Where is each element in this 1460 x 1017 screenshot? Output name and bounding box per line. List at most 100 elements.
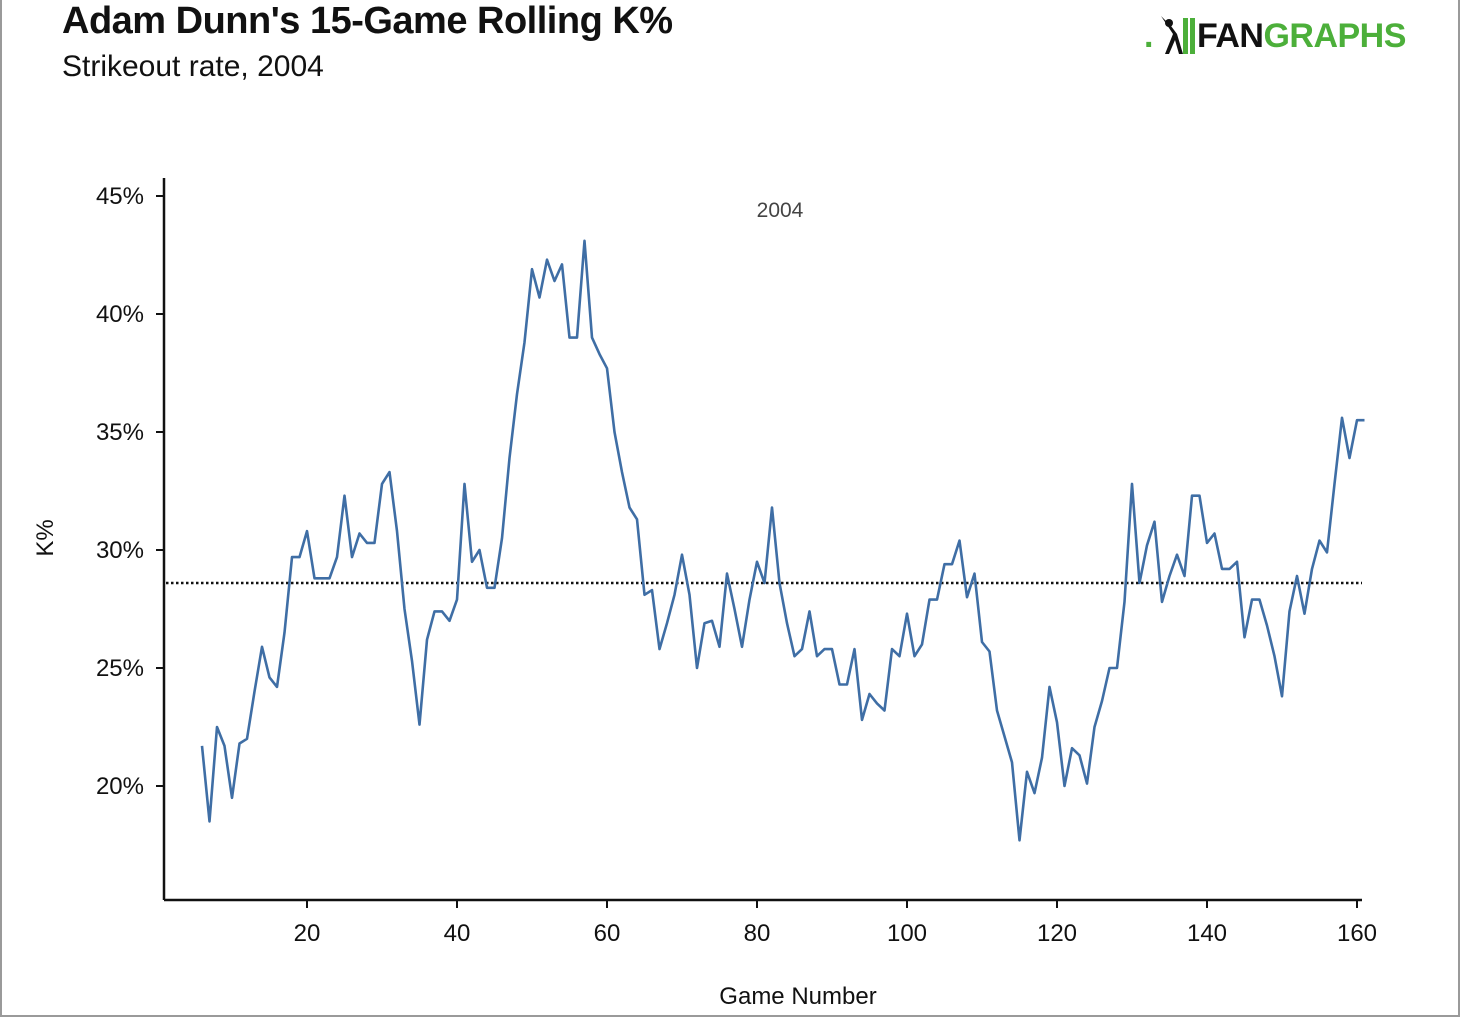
data-point xyxy=(1243,636,1246,639)
x-tick-label: 80 xyxy=(744,920,771,947)
data-point xyxy=(1183,575,1186,578)
data-point xyxy=(906,612,909,615)
data-point xyxy=(763,582,766,585)
batter-silhouette-icon xyxy=(1160,16,1195,54)
data-point xyxy=(891,648,894,651)
data-point xyxy=(996,709,999,712)
data-point xyxy=(1198,494,1201,497)
data-point xyxy=(756,561,759,564)
x-tick-label: 120 xyxy=(1037,920,1077,947)
data-point xyxy=(478,549,481,552)
data-point xyxy=(1086,782,1089,785)
data-point xyxy=(1281,695,1284,698)
data-point xyxy=(508,457,511,460)
data-point xyxy=(366,542,369,545)
data-point xyxy=(1176,553,1179,556)
logo-graphs-text: GRAPHS xyxy=(1263,16,1406,55)
data-point xyxy=(973,572,976,575)
y-tick-label: 25% xyxy=(96,655,144,682)
data-point xyxy=(1078,754,1081,757)
data-point xyxy=(988,650,991,653)
data-point xyxy=(1018,839,1021,842)
data-point xyxy=(598,353,601,356)
data-point xyxy=(351,556,354,559)
data-point xyxy=(456,598,459,601)
data-point xyxy=(1333,483,1336,486)
fangraphs-logo[interactable]: . FAN GRAPHS xyxy=(1144,14,1406,58)
data-point xyxy=(1288,610,1291,613)
data-point xyxy=(208,820,211,823)
data-point xyxy=(958,539,961,542)
data-point xyxy=(771,506,774,509)
data-point xyxy=(621,471,624,474)
data-point xyxy=(778,582,781,585)
data-point xyxy=(951,563,954,566)
data-point xyxy=(816,655,819,658)
x-tick-label: 140 xyxy=(1187,920,1227,947)
data-point xyxy=(546,258,549,261)
data-point xyxy=(501,537,504,540)
data-point xyxy=(321,577,324,580)
data-point xyxy=(606,367,609,370)
data-point xyxy=(231,797,234,800)
data-point xyxy=(1318,539,1321,542)
data-point xyxy=(268,676,271,679)
data-point xyxy=(831,648,834,651)
data-point xyxy=(246,738,249,741)
x-tick-label: 160 xyxy=(1337,920,1377,947)
data-point xyxy=(1296,575,1299,578)
data-point xyxy=(261,645,264,648)
data-point xyxy=(493,586,496,589)
data-point xyxy=(793,655,796,658)
data-point xyxy=(1273,655,1276,658)
data-point xyxy=(486,586,489,589)
data-point xyxy=(523,341,526,344)
series-line xyxy=(200,239,1365,842)
data-point xyxy=(403,608,406,611)
data-point xyxy=(613,431,616,434)
data-point xyxy=(298,556,301,559)
data-point xyxy=(928,598,931,601)
chart-annotation: 2004 xyxy=(757,199,804,222)
y-tick-label: 20% xyxy=(96,773,144,800)
data-point xyxy=(373,542,376,545)
data-point xyxy=(718,645,721,648)
y-axis-ticks: 20% 25% 30% 35% 40% 45% xyxy=(96,183,164,800)
data-point xyxy=(628,506,631,509)
x-tick-label: 20 xyxy=(294,920,321,947)
data-point xyxy=(861,719,864,722)
data-point xyxy=(328,577,331,580)
data-point xyxy=(913,655,916,658)
data-point xyxy=(921,643,924,646)
data-point xyxy=(1213,532,1216,535)
chart-subtitle: Strikeout rate, 2004 xyxy=(62,50,324,83)
data-point xyxy=(343,494,346,497)
data-point xyxy=(411,660,414,663)
data-point xyxy=(291,556,294,559)
data-point xyxy=(936,598,939,601)
data-point xyxy=(741,645,744,648)
data-point xyxy=(283,631,286,634)
data-point xyxy=(238,742,241,745)
data-point xyxy=(733,608,736,611)
data-point xyxy=(681,553,684,556)
data-point xyxy=(801,648,804,651)
data-point xyxy=(1363,419,1366,422)
data-point xyxy=(898,655,901,658)
data-point xyxy=(846,683,849,686)
y-tick-label: 30% xyxy=(96,537,144,564)
data-point xyxy=(538,296,541,299)
logo-dot: . xyxy=(1144,16,1153,55)
data-point xyxy=(1228,568,1231,571)
data-point xyxy=(1071,747,1074,750)
x-tick-label: 40 xyxy=(444,920,471,947)
data-point xyxy=(643,594,646,597)
data-point xyxy=(576,336,579,339)
data-point xyxy=(1108,667,1111,670)
data-point xyxy=(1093,726,1096,729)
data-point xyxy=(216,726,219,729)
data-point xyxy=(1251,598,1254,601)
data-point xyxy=(223,745,226,748)
